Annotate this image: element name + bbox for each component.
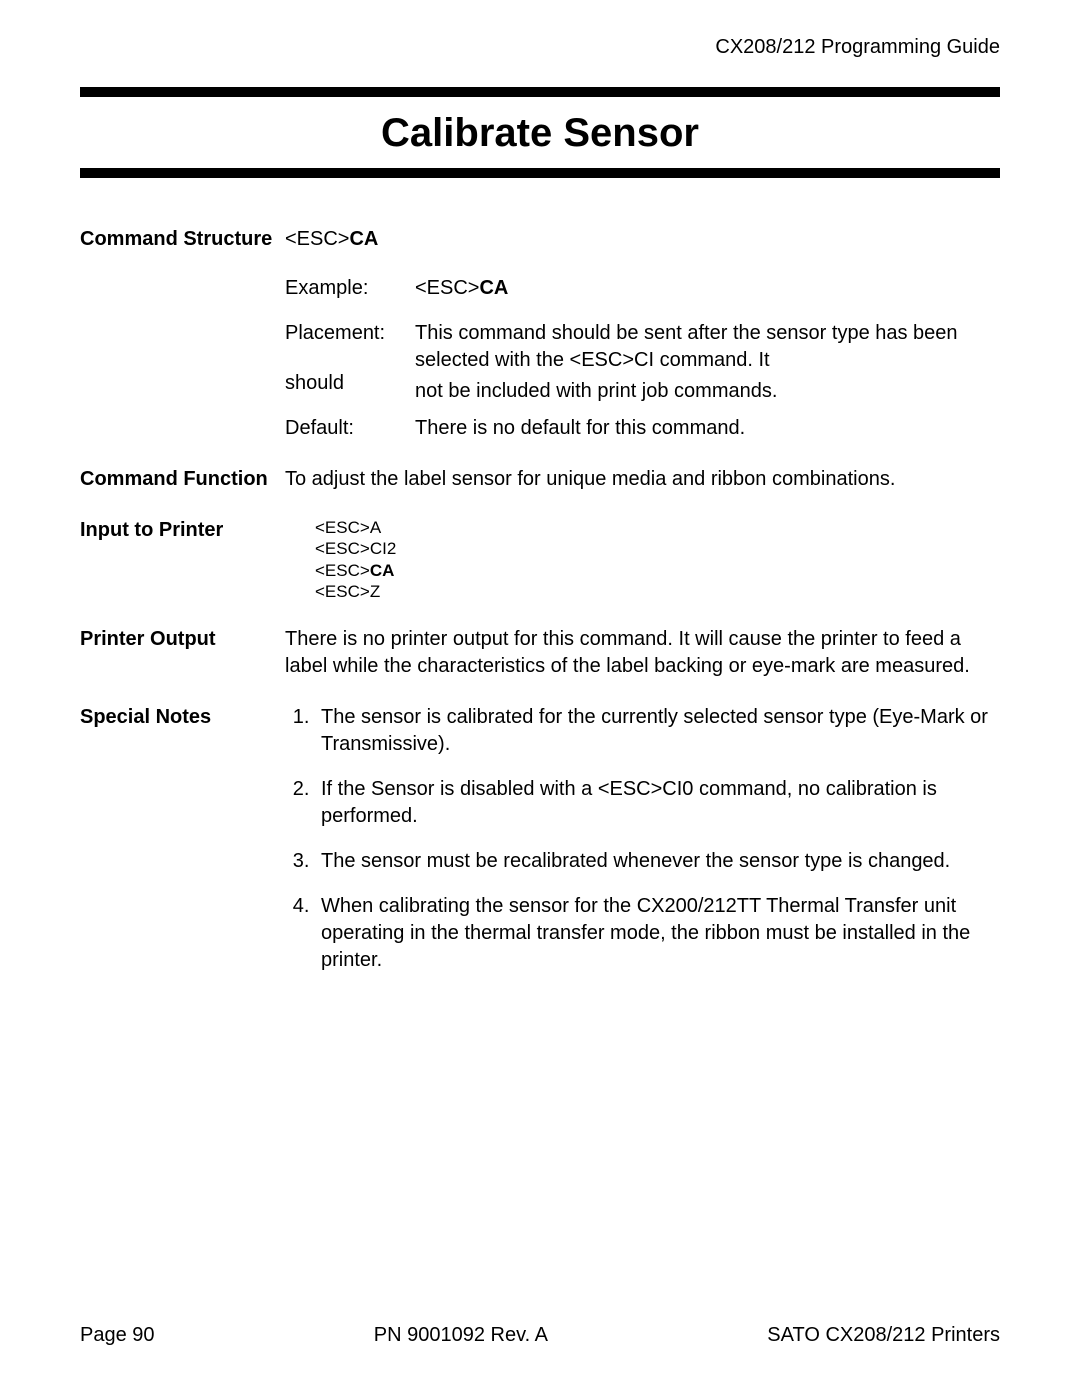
input-bold: CA <box>370 561 395 580</box>
default-row: Default: There is no default for this co… <box>285 415 1000 442</box>
bottom-rule <box>80 168 1000 178</box>
example-row: Example: <ESC>CA <box>285 275 1000 302</box>
syntax-code: CA <box>349 228 378 250</box>
example-label: Example: <box>285 275 415 302</box>
note-item: If the Sensor is disabled with a <ESC>CI… <box>315 776 1000 830</box>
footer-brand: SATO CX208/212 Printers <box>767 1324 1000 1347</box>
special-notes-label: Special Notes <box>80 704 285 731</box>
content-body: Command Structure <ESC>CA Example: <ESC>… <box>80 226 1000 992</box>
command-function-label: Command Function <box>80 466 285 493</box>
page: CX208/212 Programming Guide Calibrate Se… <box>0 0 1080 1397</box>
note-item: The sensor must be recalibrated whenever… <box>315 848 1000 875</box>
note-item: The sensor is calibrated for the current… <box>315 704 1000 758</box>
default-text: There is no default for this command. <box>415 415 1000 442</box>
placement-row: Placement: This command should be sent a… <box>285 320 1000 374</box>
command-function-row: Command Function To adjust the label sen… <box>80 466 1000 493</box>
command-structure-row: Command Structure <ESC>CA Example: <ESC>… <box>80 226 1000 460</box>
placement-should-row: should not be included with print job co… <box>285 370 1000 405</box>
syntax-esc: <ESC> <box>285 228 349 250</box>
input-esc: <ESC> <box>315 539 370 558</box>
placement-label: Placement: <box>285 320 415 347</box>
input-suf: A <box>370 518 381 537</box>
page-footer: Page 90 PN 9001092 Rev. A SATO CX208/212… <box>80 1324 1000 1347</box>
note-item: When calibrating the sensor for the CX20… <box>315 893 1000 974</box>
input-suf: CI2 <box>370 539 396 558</box>
example-esc: <ESC> <box>415 277 479 299</box>
input-line: <ESC>A <box>315 517 1000 538</box>
special-notes-row: Special Notes The sensor is calibrated f… <box>80 704 1000 992</box>
input-line: <ESC>CI2 <box>315 538 1000 559</box>
placement-text2: not be included with print job commands. <box>415 378 1000 405</box>
input-esc: <ESC> <box>315 582 370 601</box>
input-suf: Z <box>370 582 380 601</box>
input-esc: <ESC> <box>315 518 370 537</box>
placement-text1: This command should be sent after the se… <box>415 320 1000 374</box>
input-line: <ESC>Z <box>315 581 1000 602</box>
command-syntax: <ESC>CA <box>285 226 1000 253</box>
input-label: Input to Printer <box>80 517 285 544</box>
special-notes-list: The sensor is calibrated for the current… <box>285 704 1000 992</box>
printer-output-text: There is no printer output for this comm… <box>285 626 1000 680</box>
top-rule <box>80 87 1000 97</box>
page-title: Calibrate Sensor <box>80 111 1000 156</box>
printer-output-row: Printer Output There is no printer outpu… <box>80 626 1000 680</box>
command-structure-label: Command Structure <box>80 226 285 253</box>
footer-page: Page 90 <box>80 1324 155 1347</box>
printer-output-label: Printer Output <box>80 626 285 653</box>
example-value: <ESC>CA <box>415 275 1000 302</box>
default-label: Default: <box>285 415 415 442</box>
input-esc: <ESC> <box>315 561 370 580</box>
input-lines: <ESC>A <ESC>CI2 <ESC>CA <ESC>Z <box>285 517 1000 602</box>
command-function-text: To adjust the label sensor for unique me… <box>285 466 1000 493</box>
input-line: <ESC>CA <box>315 560 1000 581</box>
footer-pn: PN 9001092 Rev. A <box>374 1324 548 1347</box>
doc-header: CX208/212 Programming Guide <box>80 36 1000 59</box>
input-to-printer-row: Input to Printer <ESC>A <ESC>CI2 <ESC>CA… <box>80 517 1000 602</box>
command-structure-value: <ESC>CA Example: <ESC>CA Placement: This… <box>285 226 1000 460</box>
example-code: CA <box>479 277 508 299</box>
placement-should: should <box>285 370 415 397</box>
